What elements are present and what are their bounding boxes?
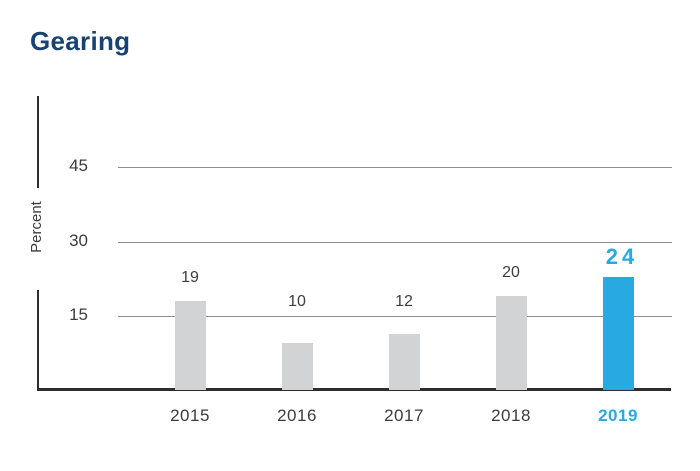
bar-value-2017: 12 bbox=[395, 293, 413, 310]
bar-2015 bbox=[174, 301, 206, 390]
bar-2018 bbox=[495, 296, 527, 390]
bar-2016 bbox=[281, 343, 313, 390]
x-label-2016: 2016 bbox=[277, 406, 317, 425]
bar-2019 bbox=[602, 277, 634, 390]
y-axis-line-top bbox=[37, 96, 39, 188]
y-tick-label-30: 30 bbox=[69, 231, 88, 250]
bar-value-2018: 20 bbox=[502, 264, 520, 281]
y-tick-label-15: 15 bbox=[69, 305, 88, 324]
x-label-2015: 2015 bbox=[170, 406, 210, 425]
y-axis-line-bottom bbox=[37, 290, 39, 391]
chart-title: Gearing bbox=[30, 26, 131, 56]
bar-2017 bbox=[388, 334, 420, 390]
gridline-30 bbox=[118, 242, 672, 243]
gridline-45 bbox=[118, 167, 672, 168]
gridline-15 bbox=[118, 316, 672, 317]
x-label-2017: 2017 bbox=[384, 406, 424, 425]
bar-value-2019: 24 bbox=[605, 244, 639, 269]
y-tick-label-45: 45 bbox=[69, 156, 88, 175]
bar-value-2015: 19 bbox=[181, 269, 199, 286]
x-axis-line bbox=[37, 388, 671, 391]
x-label-2019: 2019 bbox=[598, 406, 638, 425]
bar-value-2016: 10 bbox=[288, 293, 306, 310]
x-label-2018: 2018 bbox=[491, 406, 531, 425]
